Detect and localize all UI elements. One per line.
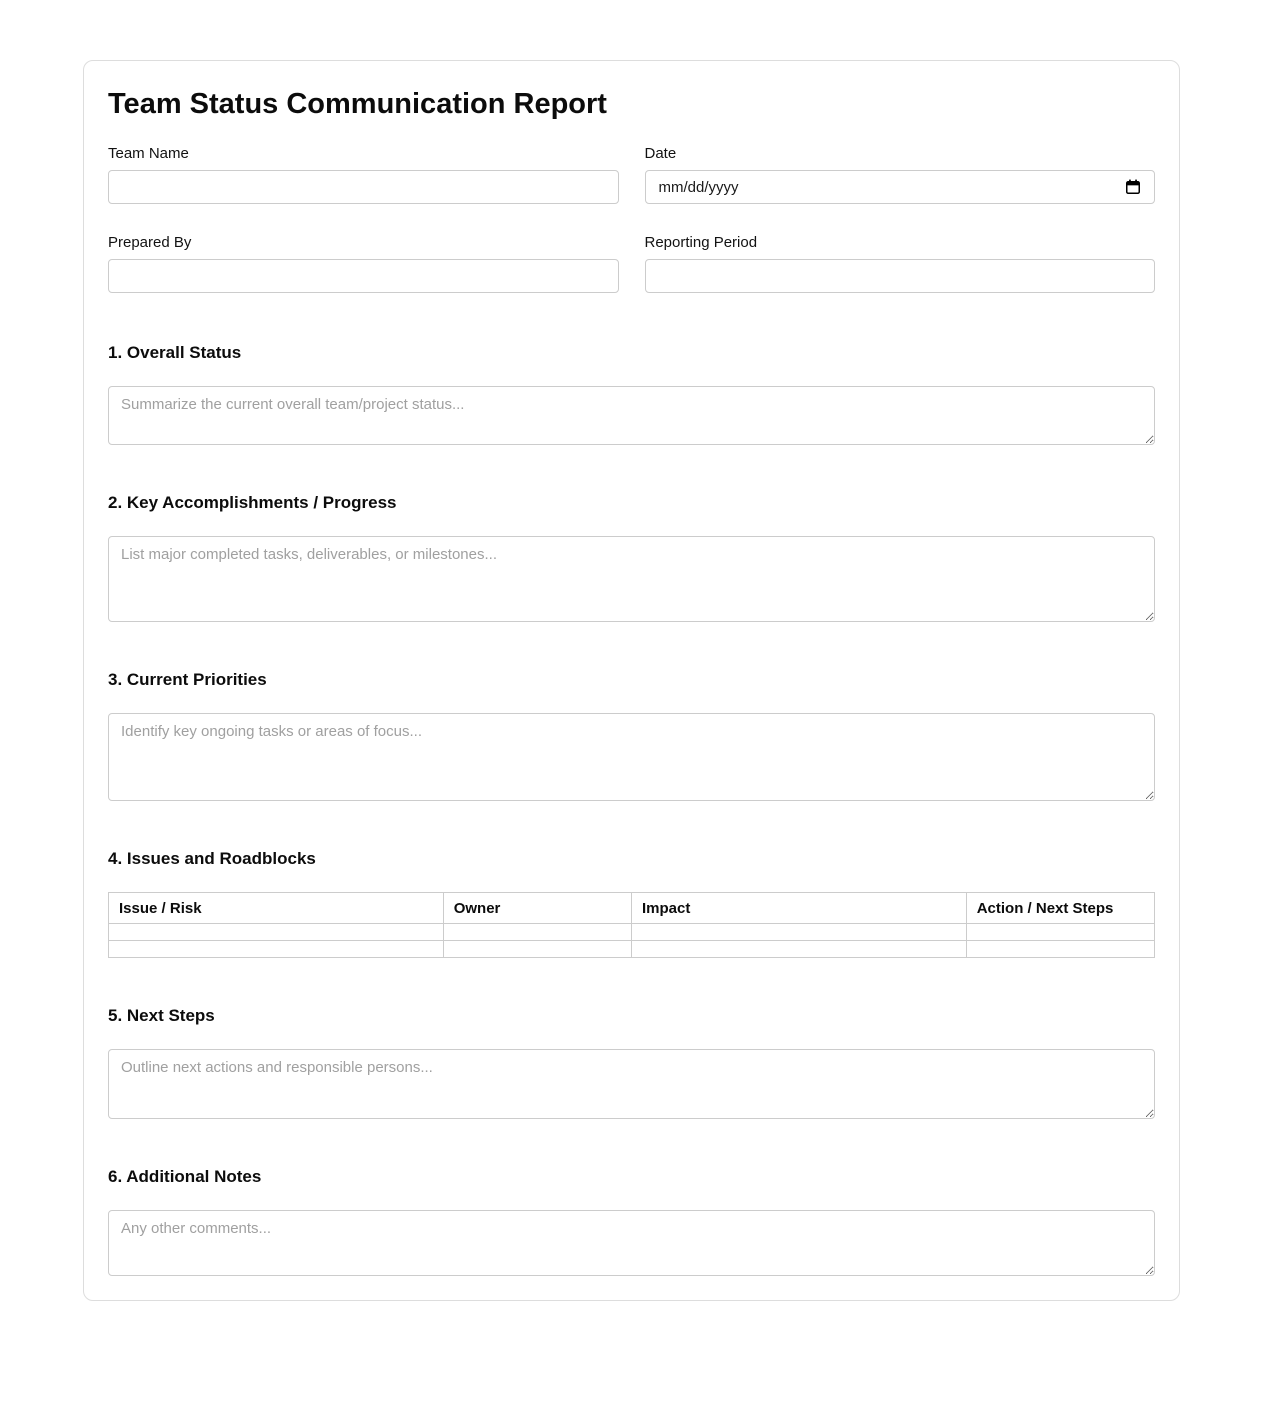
additional-notes-textarea[interactable] <box>108 1210 1155 1276</box>
date-label: Date <box>644 145 677 162</box>
key-accomplishments-textarea[interactable] <box>108 536 1155 622</box>
current-priorities-textarea[interactable] <box>108 713 1155 801</box>
date-input[interactable]: mm/dd/yyyy <box>644 170 1155 204</box>
reporting-period-label: Reporting Period <box>644 234 758 251</box>
issues-table: Issue / Risk Owner Impact Action / Next … <box>108 892 1156 958</box>
prepared-by-label: Prepared By <box>108 234 192 251</box>
issues-cell <box>108 923 444 941</box>
report-form-card: Team Status Communication Report Team Na… <box>83 60 1180 1301</box>
team-name-label: Team Name <box>108 145 189 162</box>
issues-col-owner: Owner <box>442 892 632 924</box>
issues-col-action-next-steps: Action / Next Steps <box>965 892 1156 924</box>
date-value-placeholder: mm/dd/yyyy <box>658 178 739 196</box>
table-row <box>108 940 1156 958</box>
issues-cell <box>965 940 1156 958</box>
header-fields: Team Name Date mm/dd/yyyy Prepared By <box>108 145 1155 293</box>
next-steps-textarea[interactable] <box>108 1049 1155 1119</box>
page-title: Team Status Communication Report <box>108 88 607 120</box>
section-next-steps: 5. Next Steps <box>108 1006 1155 1119</box>
issues-cell <box>630 940 967 958</box>
section-heading-issues-roadblocks: 4. Issues and Roadblocks <box>108 849 316 868</box>
issues-table-header-row: Issue / Risk Owner Impact Action / Next … <box>108 892 1156 924</box>
section-heading-overall-status: 1. Overall Status <box>108 343 242 362</box>
prepared-by-input[interactable] <box>108 259 619 293</box>
issues-col-issue-risk: Issue / Risk <box>108 892 444 924</box>
field-team-name: Team Name <box>108 145 619 204</box>
issues-cell <box>442 923 632 941</box>
issues-cell <box>630 923 967 941</box>
team-name-input[interactable] <box>108 170 619 204</box>
section-heading-current-priorities: 3. Current Priorities <box>108 670 267 689</box>
field-date: Date mm/dd/yyyy <box>644 145 1155 204</box>
field-reporting-period: Reporting Period <box>644 234 1155 293</box>
section-current-priorities: 3. Current Priorities <box>108 670 1155 801</box>
section-issues-roadblocks: 4. Issues and Roadblocks Issue / Risk Ow… <box>108 849 1156 958</box>
section-heading-next-steps: 5. Next Steps <box>108 1006 215 1025</box>
calendar-icon[interactable] <box>1125 179 1141 195</box>
section-additional-notes: 6. Additional Notes <box>108 1167 1155 1276</box>
table-row <box>108 923 1156 941</box>
section-heading-key-accomplishments: 2. Key Accomplishments / Progress <box>108 493 397 512</box>
issues-col-impact: Impact <box>630 892 967 924</box>
issues-cell <box>965 923 1156 941</box>
reporting-period-input[interactable] <box>644 259 1155 293</box>
section-key-accomplishments: 2. Key Accomplishments / Progress <box>108 493 1155 622</box>
issues-cell <box>442 940 632 958</box>
issues-cell <box>108 940 444 958</box>
overall-status-textarea[interactable] <box>108 386 1155 445</box>
section-heading-additional-notes: 6. Additional Notes <box>108 1167 262 1186</box>
section-overall-status: 1. Overall Status <box>108 343 1155 445</box>
field-prepared-by: Prepared By <box>108 234 619 293</box>
